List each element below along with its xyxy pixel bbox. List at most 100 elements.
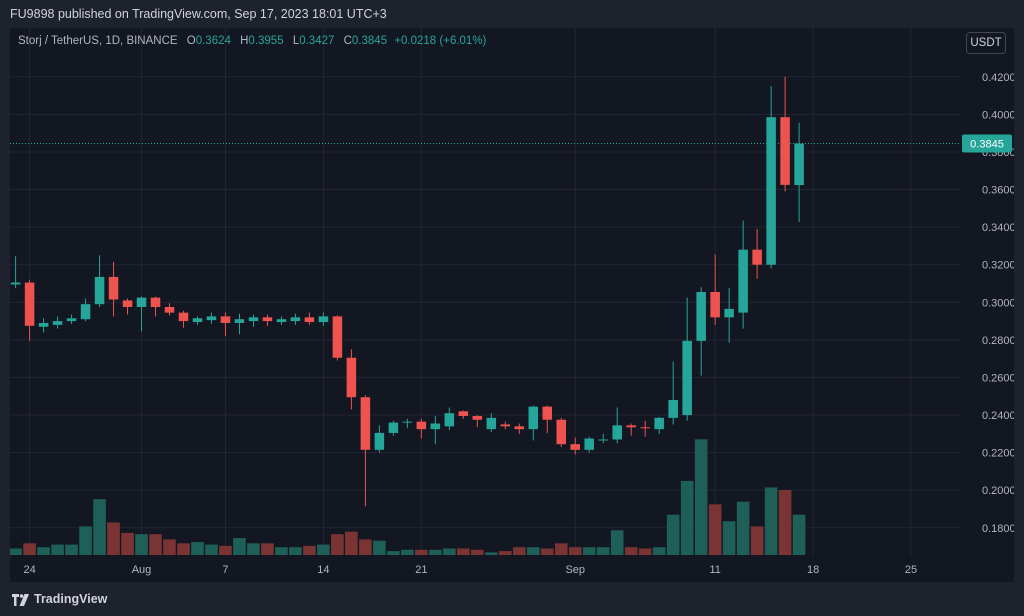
candle-body [234,319,245,323]
volume-bar [526,547,540,555]
candle-body [206,316,217,321]
candle-body [136,297,147,307]
candle-body [696,291,706,341]
volume-bar [177,543,190,555]
open-label: O [186,35,196,47]
candle-body [122,300,133,307]
candle-body [24,282,35,326]
volume-bar [261,543,274,555]
candle [10,256,21,289]
volume-bar [359,539,372,555]
volume-bar [401,549,414,555]
candle [416,418,427,439]
candle [388,420,399,436]
candle-body [94,276,105,305]
candlestick-chart[interactable]: 0.1800 0.2000 0.2200 0.2400 0.2600 0.2800 0.30… [10,28,1014,582]
candle-body [598,439,608,441]
candles [10,76,804,507]
volume-bar [345,531,358,555]
header: FU9898 published on TradingView.com, Sep… [0,0,1024,28]
last-price-badge-bg [962,134,1012,153]
volume-bar [624,547,638,555]
candle-body [556,419,567,445]
time-tick-label: 18 [807,564,819,576]
candle [360,395,371,507]
last-price-label: 0.3845 [970,139,1004,151]
candle [794,122,804,223]
candle [780,76,790,192]
tradingview-brand[interactable]: TradingView [34,592,108,606]
candle-body [514,426,525,430]
currency-button[interactable]: USDT [966,32,1006,54]
tradingview-logo-icon[interactable] [12,594,30,606]
candle-body [472,415,483,420]
candle [290,313,301,325]
price-tick-label: 0.3400 [982,222,1014,234]
candle [24,279,35,341]
volume-bar [247,543,260,555]
candle-body [402,421,413,423]
candle [668,361,678,425]
candle-body [584,438,594,450]
candle [52,316,63,329]
volume-bar [93,499,106,555]
volume-bar [107,522,120,555]
candle [374,425,385,453]
candle [248,314,259,327]
volume-bar [736,501,750,555]
candle [738,220,748,329]
time-tick-label: Aug [132,564,152,576]
candle-body [500,424,511,427]
candle-body [430,423,441,430]
price-axis: 0.1800 0.2000 0.2200 0.2400 0.2600 0.2800 0.30… [982,72,1014,535]
price-tick-label: 0.2200 [982,448,1014,460]
candle [500,421,511,430]
candle [682,297,692,421]
candle-body [528,406,539,430]
candle [570,437,580,455]
candle [136,296,147,332]
candle [444,407,455,431]
footer: TradingView [0,586,1024,616]
candle-body [640,427,650,429]
candle [318,312,329,326]
candle-body [654,417,664,430]
time-tick-label: 24 [23,564,35,576]
candle [528,405,539,441]
time-tick-label: 21 [415,564,427,576]
candle [94,255,105,307]
close-label: C [343,35,352,47]
candle [262,314,273,326]
volume-bar [778,490,792,555]
candle [304,312,315,325]
candle [612,407,622,444]
volume-bar [722,521,736,555]
price-tick-label: 0.1800 [982,523,1014,535]
volume-bar [512,547,526,555]
chart-panel[interactable]: 0.1800 0.2000 0.2200 0.2400 0.2600 0.2800 0.30… [10,28,1014,582]
candle [346,349,357,410]
candle-body [80,304,91,320]
low-label: L [292,35,300,47]
price-tick-label: 0.2600 [982,372,1014,384]
candle [234,313,245,335]
volume-bar [65,544,78,555]
candle-body [612,425,622,440]
price-tick-label: 0.3000 [982,297,1014,309]
volume-bar [750,526,764,555]
change-value: +0.0218 (+6.01%) [394,35,487,47]
high-label: H [240,35,249,47]
candle-body [346,357,357,398]
volume-bar [10,548,22,555]
candle-body [220,316,231,323]
candle-body [444,413,455,427]
candle [752,229,762,279]
candle [696,287,706,376]
candle [66,314,77,324]
candle [38,318,49,333]
candle [514,423,525,434]
volume-bar [666,514,680,555]
candle-body [542,406,553,420]
candle-body [626,425,636,428]
candle [80,298,91,322]
